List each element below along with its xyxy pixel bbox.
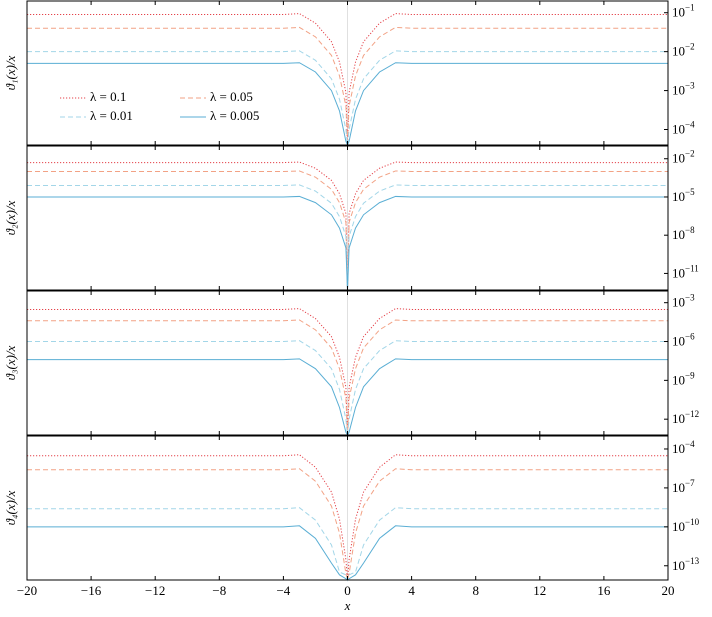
- x-tick-label: −4: [276, 583, 290, 598]
- y-tick-label: 10−5: [672, 187, 695, 204]
- x-axis-label: x: [344, 598, 351, 613]
- x-tick-label: 20: [662, 583, 675, 598]
- series-line: [27, 184, 668, 291]
- y-tick-label: 10−2: [672, 42, 695, 59]
- legend-label: λ = 0.01: [90, 108, 133, 123]
- y-tick-label: 10−4: [672, 439, 695, 456]
- y-tick-label: 10−1: [672, 3, 695, 20]
- series-line: [27, 161, 668, 291]
- x-tick-label: 4: [408, 583, 415, 598]
- y-tick-label: 10−10: [672, 517, 700, 534]
- legend-label: λ = 0.05: [210, 89, 253, 104]
- y-axis-label: ϑ₂(x)/x: [3, 200, 18, 235]
- x-tick-label: 12: [533, 583, 546, 598]
- y-axis-label: ϑ₃(x)/x: [3, 345, 18, 380]
- legend-label: λ = 0.005: [210, 108, 259, 123]
- y-tick-label: 10−8: [672, 225, 695, 242]
- legend: λ = 0.1 λ = 0.05 λ = 0.01 λ = 0.005: [60, 89, 259, 123]
- x-tick-label: 8: [472, 583, 479, 598]
- y-tick-label: 10−9: [672, 370, 695, 387]
- series-line: [27, 170, 668, 291]
- legend-label: λ = 0.1: [90, 89, 126, 104]
- series-line: [27, 308, 668, 436]
- y-tick-label: 10−3: [672, 81, 695, 98]
- y-axis-label: ϑ₄(x)/x: [3, 490, 18, 525]
- y-tick-label: 10−3: [672, 293, 695, 310]
- y-tick-label: 10−11: [672, 263, 699, 280]
- y-axis-label: ϑ₁(x)/x: [3, 55, 18, 90]
- y-tick-label: 10−12: [672, 409, 699, 426]
- x-tick-label: 0: [344, 583, 351, 598]
- y-tick-label: 10−2: [672, 149, 695, 166]
- y-tick-label: 10−4: [672, 120, 695, 137]
- y-tick-label: 10−6: [672, 332, 695, 349]
- y-tick-label: 10−13: [672, 556, 700, 573]
- series-line: [27, 468, 668, 581]
- x-tick-label: −20: [17, 583, 37, 598]
- x-tick-label: 16: [597, 583, 611, 598]
- series-line: [27, 26, 668, 146]
- x-tick-label: −8: [212, 583, 226, 598]
- y-tick-label: 10−7: [672, 478, 695, 495]
- x-tick-label: −12: [145, 583, 165, 598]
- x-tick-label: −16: [81, 583, 102, 598]
